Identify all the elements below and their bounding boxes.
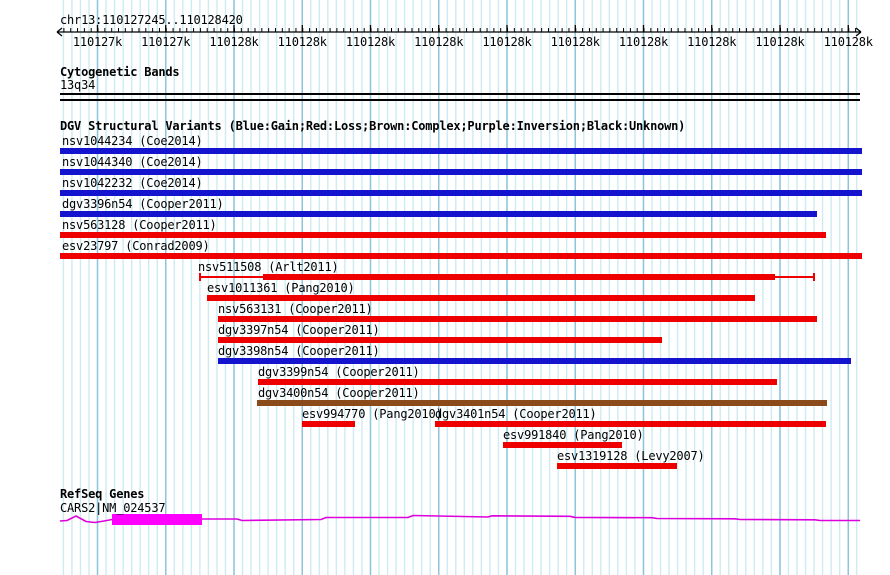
ruler-label: 110128k: [209, 35, 259, 49]
region-title: chr13:110127245..110128420: [60, 13, 243, 27]
variant-bar[interactable]: [435, 421, 826, 427]
ruler-label: 110127k: [72, 35, 123, 49]
variant-label: esv23797 (Conrad2009): [62, 239, 210, 253]
variant-bar[interactable]: [263, 274, 775, 280]
variant-whisker: [775, 276, 814, 278]
variant-bar[interactable]: [258, 379, 777, 385]
ruler-label: 110128k: [482, 35, 532, 49]
variant-label: dgv3399n54 (Cooper2011): [258, 365, 420, 379]
variant-label: dgv3401n54 (Cooper2011): [435, 407, 597, 421]
variant-label: nsv1044340 (Coe2014): [62, 155, 203, 169]
dgv-track-header: DGV Structural Variants (Blue:Gain;Red:L…: [60, 119, 686, 133]
gene-intron-line[interactable]: [59, 514, 860, 524]
variant-label: nsv1044234 (Coe2014): [62, 134, 203, 148]
variant-bar[interactable]: [218, 337, 662, 343]
grid-lines: [62, 0, 858, 575]
variant-label: esv991840 (Pang2010): [503, 428, 644, 442]
variant-bar[interactable]: [60, 211, 817, 217]
variant-bar[interactable]: [557, 463, 677, 469]
gene-exon[interactable]: [112, 514, 202, 525]
variant-label: esv1319128 (Levy2007): [557, 449, 705, 463]
ruler-label: 110128k: [345, 35, 396, 49]
variant-whisker-cap: [813, 273, 815, 281]
variant-label: nsv511508 (Arlt2011): [198, 260, 339, 274]
refseq-gene-name: CARS2|NM_024537: [60, 501, 166, 515]
variant-bar[interactable]: [218, 316, 817, 322]
variant-bar[interactable]: [60, 253, 862, 259]
variant-bar[interactable]: [257, 400, 827, 406]
ruler-label: 110128k: [823, 35, 873, 49]
variant-label: esv1011361 (Pang2010): [207, 281, 355, 295]
variant-bar[interactable]: [60, 190, 862, 196]
ruler-label: 110127k: [141, 35, 191, 49]
variant-bar[interactable]: [207, 295, 755, 301]
variant-bar[interactable]: [503, 442, 622, 448]
variant-whisker: [200, 276, 263, 278]
variant-bar[interactable]: [60, 169, 862, 175]
ruler-label: 110128k: [414, 35, 464, 49]
ruler-label: 110128k: [687, 35, 737, 49]
variant-whisker-cap: [199, 273, 201, 281]
variant-label: nsv1042232 (Coe2014): [62, 176, 203, 190]
ruler-label: 110128k: [618, 35, 669, 49]
variant-bar[interactable]: [218, 358, 851, 364]
variant-label: nsv563128 (Cooper2011): [62, 218, 217, 232]
ruler-label: 110128k: [277, 35, 327, 49]
coordinate-ruler: [56, 25, 862, 37]
variant-label: dgv3396n54 (Cooper2011): [62, 197, 224, 211]
variant-label: nsv563131 (Cooper2011): [218, 302, 373, 316]
cytogenetic-bands-header: Cytogenetic Bands: [60, 65, 180, 79]
variant-label: dgv3397n54 (Cooper2011): [218, 323, 380, 337]
variant-label: esv994770 (Pang2010): [302, 407, 443, 421]
refseq-genes-header: RefSeq Genes: [60, 487, 145, 501]
variant-bar[interactable]: [302, 421, 355, 427]
variant-label: dgv3400n54 (Cooper2011): [258, 386, 420, 400]
variant-bar[interactable]: [60, 232, 826, 238]
ruler-label: 110128k: [755, 35, 805, 49]
refseq-gene-track[interactable]: [59, 514, 860, 525]
variant-label: dgv3398n54 (Cooper2011): [218, 344, 380, 358]
cytogenetic-band-label: 13q34: [60, 78, 96, 92]
variant-bar[interactable]: [60, 148, 862, 154]
cytogenetic-band-box[interactable]: [60, 93, 860, 101]
ruler-label: 110128k: [550, 35, 600, 49]
